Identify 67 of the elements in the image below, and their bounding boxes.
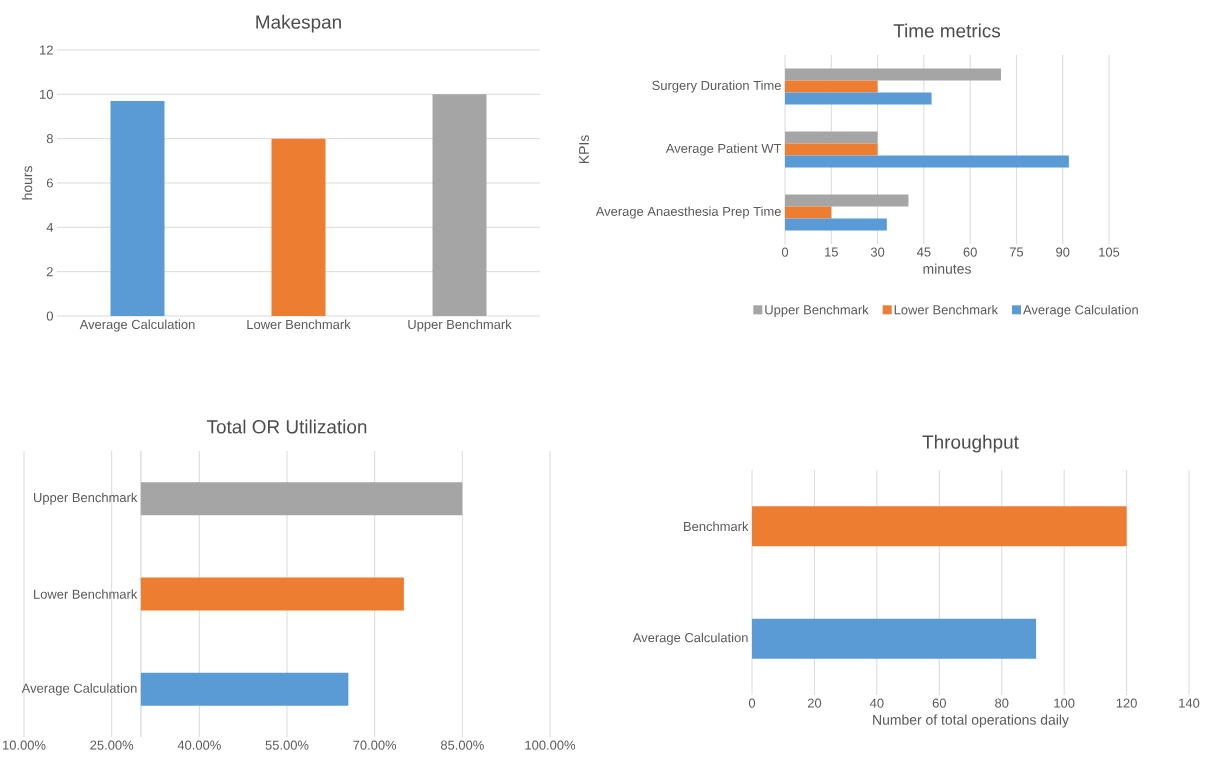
bar xyxy=(785,68,1002,81)
x-tick-label: Average Calculation xyxy=(79,319,195,332)
y-tick-label: Lower Benchmark xyxy=(34,589,138,599)
y-tick-label: 8 xyxy=(46,134,53,144)
x-tick-label: 40 xyxy=(869,698,884,708)
x-tick-label: 25.00% xyxy=(90,740,134,750)
x-tick-label: 20 xyxy=(807,698,822,708)
x-axis-title: minutes xyxy=(923,263,971,274)
y-axis-title: KPIs xyxy=(579,135,589,164)
y-tick-label: 6 xyxy=(46,178,53,188)
chart-title: Throughput xyxy=(922,434,1019,453)
bar xyxy=(785,131,878,144)
x-tick-label: 80 xyxy=(995,698,1009,708)
x-tick-label: Upper Benchmark xyxy=(408,319,512,332)
x-tick-label: 15 xyxy=(825,247,838,257)
x-tick-label: 0 xyxy=(781,247,789,257)
bar xyxy=(432,94,487,316)
bar xyxy=(140,672,349,706)
y-tick-label: Upper Benchmark xyxy=(33,492,138,505)
bar xyxy=(785,92,932,105)
bar xyxy=(271,138,326,316)
x-tick-label: 10.00% xyxy=(3,740,46,750)
x-tick-label: 120 xyxy=(1116,698,1137,708)
x-tick-label: 105 xyxy=(1099,247,1120,257)
y-tick-label: 12 xyxy=(40,45,53,55)
x-tick-label: 85.00% xyxy=(440,740,484,750)
y-tick-label: 2 xyxy=(46,267,53,277)
x-tick-label: 100.00% xyxy=(525,740,576,750)
y-tick-label: Benchmark xyxy=(684,521,749,532)
x-tick-label: 60 xyxy=(932,698,946,708)
y-tick-label: Surgery Duration Time xyxy=(652,80,781,93)
y-tick-label: Average Calculation xyxy=(21,683,137,696)
x-tick-label: 45 xyxy=(916,247,931,257)
x-tick-label: 90 xyxy=(1056,247,1070,257)
chart-title: Total OR Utilization xyxy=(206,419,367,434)
legend-label: Upper Benchmark xyxy=(765,304,869,317)
bar xyxy=(785,218,887,231)
y-tick-label: 4 xyxy=(46,222,54,232)
bar xyxy=(785,194,909,207)
x-tick-label: 55.00% xyxy=(265,740,309,750)
bar xyxy=(785,80,878,93)
bar xyxy=(140,482,463,516)
y-tick-label: Average Calculation xyxy=(632,632,748,645)
x-tick-label: 30 xyxy=(870,247,885,257)
x-tick-label: 70.00% xyxy=(353,740,397,750)
bar xyxy=(785,155,1069,168)
chart-title: Time metrics xyxy=(893,23,1001,38)
x-tick-label: 40.00% xyxy=(177,740,221,750)
chart-title: Makespan xyxy=(256,14,341,33)
y-tick-label: Average Anaesthesia Prep Time xyxy=(595,206,781,219)
x-tick-label: 60 xyxy=(963,247,977,257)
x-tick-label: 100 xyxy=(1054,698,1075,708)
bar xyxy=(785,143,878,156)
y-tick-label: Average Patient WT xyxy=(665,143,782,156)
x-tick-label: Lower Benchmark xyxy=(247,319,351,330)
y-tick-label: 10 xyxy=(40,89,53,99)
legend-label: Lower Benchmark xyxy=(894,304,999,315)
bar xyxy=(785,206,832,219)
legend-label: Average Calculation xyxy=(1023,304,1138,317)
x-axis-title: Number of total operations daily xyxy=(873,714,1069,728)
x-tick-label: 75 xyxy=(1009,247,1024,257)
y-tick-label: 0 xyxy=(46,311,53,321)
x-tick-label: 0 xyxy=(748,698,756,708)
x-tick-label: 140 xyxy=(1179,698,1200,708)
bar xyxy=(140,577,404,611)
bar xyxy=(110,100,165,316)
y-axis-title: hours xyxy=(21,166,33,200)
